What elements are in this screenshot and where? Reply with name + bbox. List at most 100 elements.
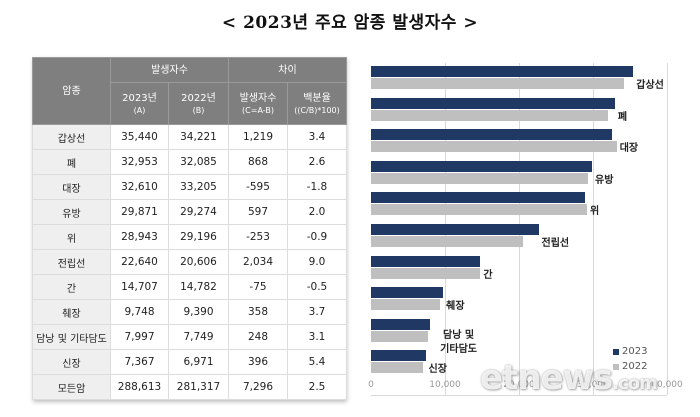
cell-diff: -595 — [228, 174, 288, 200]
category-label: 간 — [483, 270, 492, 282]
x-tick-label: 10,000 — [429, 380, 461, 390]
bar-2022 — [371, 362, 423, 374]
cell-pct: 3.1 — [287, 324, 347, 350]
header-diff: 발생자수 (C=A-B) — [228, 82, 288, 125]
table-row: 대장 32,610 33,205 -595 -1.8 — [32, 174, 347, 200]
category-label-line: 갑상선 — [636, 80, 664, 91]
category-label: 전립선 — [542, 238, 570, 250]
cell-cancer: 갑상선 — [32, 124, 111, 150]
category-label-line: 유방 — [595, 174, 614, 186]
table-row: 폐 32,953 32,085 868 2.6 — [32, 149, 347, 175]
x-tick-label: 40,000 — [651, 380, 683, 390]
x-tick-label: 20,000 — [503, 380, 535, 390]
cell-2022: 34,221 — [168, 124, 229, 150]
cell-pct: -0.9 — [287, 224, 347, 250]
cell-2022: 33,205 — [168, 174, 229, 200]
bar-2023 — [371, 160, 593, 172]
cell-pct: 2.5 — [287, 374, 347, 400]
cell-2023: 32,610 — [110, 174, 169, 200]
cell-2023: 7,367 — [110, 349, 169, 375]
category-label-line: 기타담도 — [440, 343, 477, 355]
cell-pct: 3.4 — [287, 124, 347, 150]
cell-cancer: 모든암 — [32, 374, 111, 400]
table-row: 전립선 22,640 20,606 2,034 9.0 — [32, 249, 347, 275]
header-group-incidence: 발생자수 — [110, 57, 229, 83]
legend-item-2023: 2023 — [613, 344, 647, 359]
cell-2022: 29,196 — [168, 224, 229, 250]
category-label-line: 전립선 — [541, 238, 570, 249]
incidence-table: 암종 발생자수 차이 2023년 (A) 2022년 (B) 발생자수 (C=A-B)… — [32, 57, 347, 400]
legend-label-2022: 2022 — [622, 361, 648, 372]
table-row: 간 14,707 14,782 -75 -0.5 — [32, 274, 347, 300]
category-label: 유방 — [595, 175, 613, 187]
category-label: 폐 — [618, 112, 627, 124]
bar-2022 — [371, 299, 441, 311]
cell-diff: 248 — [228, 324, 288, 350]
category-label: 위 — [590, 206, 599, 218]
bar-2023 — [371, 255, 480, 267]
cell-2022: 7,749 — [168, 324, 229, 350]
category-label-line: 대장 — [619, 143, 639, 155]
bar-2023 — [371, 97, 615, 109]
bar-2022 — [371, 236, 524, 247]
cell-pct: -0.5 — [287, 274, 347, 300]
cell-cancer: 유방 — [32, 199, 111, 225]
cell-2023: 28,943 — [110, 224, 169, 250]
table-row: 위 28,943 29,196 -253 -0.9 — [32, 224, 347, 250]
cell-diff: 597 — [228, 199, 288, 225]
bar-2023 — [371, 350, 426, 362]
cell-2023: 9,748 — [110, 299, 169, 325]
cell-2023: 22,640 — [110, 249, 169, 275]
cell-diff: 7,296 — [228, 374, 288, 400]
cell-pct: 2.6 — [287, 149, 347, 175]
cell-diff: -253 — [228, 224, 288, 250]
cell-2022: 29,274 — [168, 199, 229, 225]
category-label-line: 폐 — [617, 111, 628, 123]
gridline — [667, 63, 668, 395]
cell-pct: 9.0 — [287, 249, 347, 275]
cell-pct: -1.8 — [287, 174, 347, 200]
header-pct: 백분율 ((C/B)*100) — [287, 82, 347, 125]
cell-diff: 358 — [228, 299, 288, 325]
cell-2023: 35,440 — [110, 124, 169, 150]
cell-pct: 5.4 — [287, 349, 347, 375]
table-row: 담낭 및 기타담도 7,997 7,749 248 3.1 — [32, 324, 347, 350]
cell-cancer: 신장 — [32, 349, 111, 375]
cell-2022: 20,606 — [168, 249, 229, 275]
bar-chart: 2023 2022 0 10,000 20,000 30,000 40,000 갑상선 폐 대… — [360, 50, 690, 396]
cell-2022: 14,782 — [168, 274, 229, 300]
table-row: 갑상선 35,440 34,221 1,219 3.4 — [32, 124, 347, 150]
category-label-line: 간 — [483, 269, 493, 281]
x-tick-label: 30,000 — [577, 380, 609, 390]
bar-2023 — [371, 192, 586, 204]
cell-2022: 281,317 — [168, 374, 229, 400]
category-label-line: 위 — [590, 206, 600, 218]
category-label-line: 담낭 및 — [443, 329, 475, 341]
table-row: 유방 29,871 29,274 597 2.0 — [32, 199, 347, 225]
cell-cancer: 위 — [32, 224, 111, 250]
cell-cancer: 대장 — [32, 174, 111, 200]
bar-2022 — [371, 109, 609, 121]
cell-cancer: 췌장 — [32, 299, 111, 325]
chart-legend: 2023 2022 — [613, 344, 647, 374]
cell-diff: 2,034 — [228, 249, 288, 275]
category-label: 갑상선 — [636, 80, 664, 92]
cell-pct: 2.0 — [287, 199, 347, 225]
header-group-diff: 차이 — [228, 57, 347, 83]
header-2022: 2022년 (B) — [168, 82, 229, 125]
gridline — [593, 63, 594, 395]
category-label: 췌장 — [446, 301, 464, 313]
bar-2022 — [371, 141, 617, 153]
bar-2023 — [371, 287, 444, 299]
cell-diff: 868 — [228, 149, 288, 175]
table-row: 췌장 9,748 9,390 358 3.7 — [32, 299, 347, 325]
cell-2022: 32,085 — [168, 149, 229, 175]
cell-2023: 29,871 — [110, 199, 169, 225]
cell-2022: 9,390 — [168, 299, 229, 325]
legend-label-2023: 2023 — [622, 346, 648, 357]
cell-diff: 1,219 — [228, 124, 288, 150]
cell-2023: 32,953 — [110, 149, 169, 175]
table-row: 신장 7,367 6,971 396 5.4 — [32, 349, 347, 375]
cell-pct: 3.7 — [287, 299, 347, 325]
